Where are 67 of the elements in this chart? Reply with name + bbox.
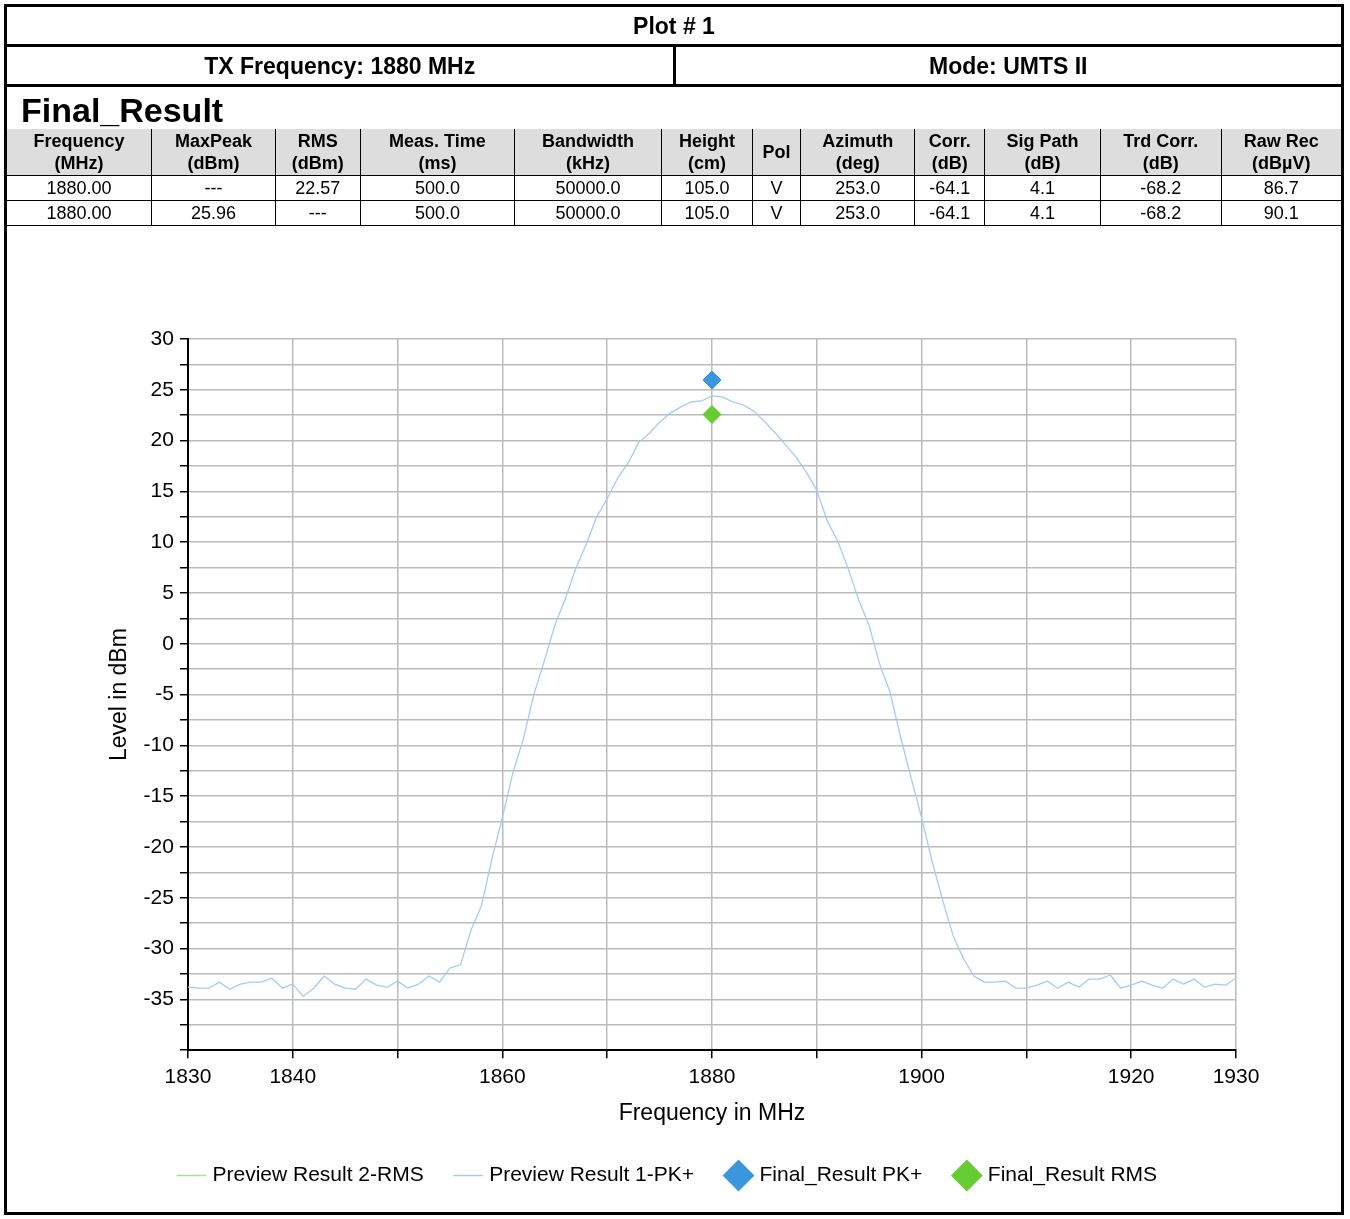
legend-label: Final_Result PK+ <box>759 1162 923 1187</box>
text: 500.0 <box>360 175 515 201</box>
legend-label: Preview Result 2-RMS <box>212 1162 424 1186</box>
y-axis-title: Level in dBm <box>105 628 132 762</box>
text: --- <box>275 200 361 226</box>
y-tick-label: 20 <box>150 427 174 451</box>
text: 105.0 <box>661 200 753 226</box>
legend-label: Final_Result RMS <box>987 1162 1158 1187</box>
text: Sig Path (dB) <box>984 129 1101 176</box>
text: RMS (dBm) <box>275 129 361 176</box>
text: -64.1 <box>914 175 985 201</box>
text: --- <box>151 175 276 201</box>
text: 1880.00 <box>7 175 152 201</box>
x-tick-label: 1930 <box>1212 1063 1260 1087</box>
text: -68.2 <box>1100 175 1222 201</box>
y-tick-label: -10 <box>143 732 174 756</box>
x-tick-label: 1900 <box>898 1063 945 1087</box>
text: 105.0 <box>661 175 753 201</box>
x-tick-label: 1880 <box>688 1063 736 1087</box>
text: Azimuth (deg) <box>800 129 915 176</box>
text: 1880.00 <box>7 200 152 226</box>
y-tick-label: 30 <box>150 325 174 349</box>
text: 90.1 <box>1221 200 1341 226</box>
x-tick-label: 1840 <box>269 1063 317 1087</box>
legend-label: Preview Result 1-PK+ <box>489 1162 695 1186</box>
x-tick-label: 1860 <box>479 1063 526 1087</box>
y-tick-label: 5 <box>162 579 174 603</box>
x-tick-label: 1920 <box>1107 1063 1155 1087</box>
text: Final_Result <box>20 90 225 129</box>
y-tick-label: 25 <box>150 376 174 400</box>
chart-title: Plot # 1 <box>7 7 1341 44</box>
y-tick-label: 10 <box>150 529 174 552</box>
text: Raw Rec (dBµV) <box>1221 129 1341 176</box>
text: Pol <box>752 129 801 176</box>
text: 500.0 <box>360 200 515 226</box>
text: V <box>752 200 801 226</box>
text: 4.1 <box>984 175 1101 201</box>
text: Height (cm) <box>661 129 753 176</box>
text: MaxPeak (dBm) <box>151 129 276 176</box>
y-tick-label: 0 <box>162 630 174 654</box>
y-tick-label: -30 <box>143 935 174 959</box>
text: Corr. (dB) <box>914 129 985 176</box>
x-tick-label: 1830 <box>164 1063 212 1087</box>
text: Mode: UMTS II <box>672 47 1341 84</box>
text: 253.0 <box>800 200 915 226</box>
text: Bandwidth (kHz) <box>514 129 662 176</box>
text: -64.1 <box>914 200 985 226</box>
text: V <box>752 175 801 201</box>
text: 86.7 <box>1221 175 1341 201</box>
text: 50000.0 <box>514 175 662 201</box>
text: 25.96 <box>151 200 276 226</box>
y-tick-label: -25 <box>143 884 174 908</box>
y-tick-label: -35 <box>143 986 174 1010</box>
text: 50000.0 <box>514 200 662 226</box>
text: Frequency (MHz) <box>7 129 152 176</box>
text: 22.57 <box>275 175 361 201</box>
text: Meas. Time (ms) <box>360 129 515 176</box>
y-tick-label: -20 <box>143 833 174 857</box>
text: 4.1 <box>984 200 1101 226</box>
text: Trd Corr. (dB) <box>1100 129 1222 176</box>
text: TX Frequency: 1880 MHz <box>203 52 477 81</box>
y-tick-label: 15 <box>150 478 174 502</box>
y-tick-label: -15 <box>143 783 174 806</box>
y-tick-label: -5 <box>155 681 174 705</box>
text: -68.2 <box>1100 200 1222 226</box>
text: 253.0 <box>800 175 915 201</box>
x-axis-title: Frequency in MHz <box>618 1098 806 1125</box>
